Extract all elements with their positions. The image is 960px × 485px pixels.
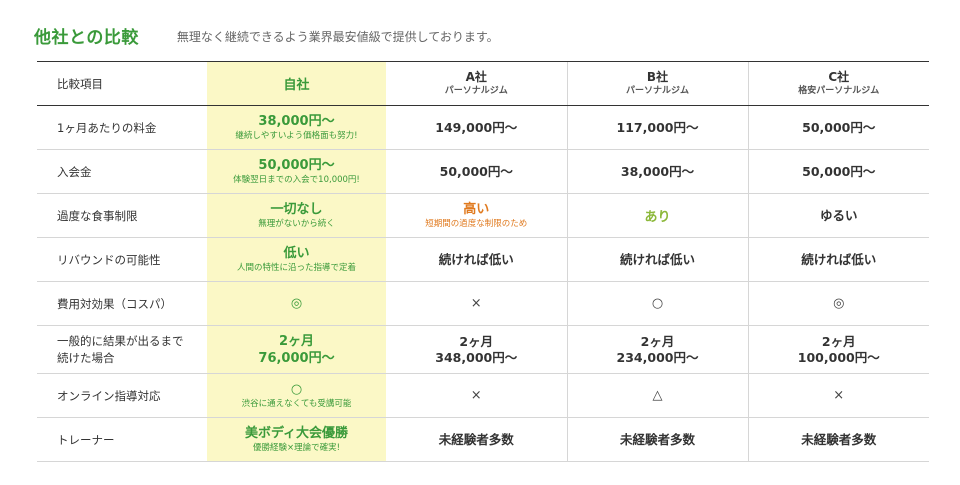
company-c-cell: 2ヶ月 100,000円〜 <box>747 325 929 374</box>
row-label: オンライン指導対応 <box>37 373 207 418</box>
company-a-name: A社 <box>465 70 487 84</box>
company-a-duration: 2ヶ月 <box>459 333 494 349</box>
own-cell: 38,000円〜 継続しやすいよう価格面も努力! <box>207 105 386 150</box>
own-cell: 美ボディ大会優勝 優勝経験×理論で確実! <box>207 417 386 462</box>
own-note: 無理がないから続く <box>258 219 335 229</box>
table-row-monthly-fee: 1ヶ月あたりの料金 38,000円〜 継続しやすいよう価格面も努力! 149,0… <box>37 105 929 150</box>
row-label: 1ヶ月あたりの料金 <box>37 105 207 150</box>
section-subtitle: 無理なく継続できるよう業界最安値級で提供しております。 <box>176 29 499 44</box>
row-label: 過度な食事制限 <box>37 193 207 238</box>
row-label: 入会金 <box>37 149 207 194</box>
company-b-cell: 117,000円〜 <box>566 105 748 150</box>
own-cell: 2ヶ月 76,000円〜 <box>207 325 386 374</box>
company-a-cell: × <box>386 373 567 418</box>
company-c-cell: ◎ <box>747 281 929 326</box>
table-row-cost-performance: 費用対効果（コスパ） ◎ × ○ ◎ <box>37 281 929 326</box>
company-a-cell: × <box>386 281 567 326</box>
company-c-cell: ゆるい <box>747 193 929 238</box>
company-a-cell: 149,000円〜 <box>386 105 567 150</box>
company-c-total: 100,000円〜 <box>797 349 880 365</box>
company-a-cell: 50,000円〜 <box>386 149 567 194</box>
table-row-trainer: トレーナー 美ボディ大会優勝 優勝経験×理論で確実! 未経験者多数 未経験者多数… <box>37 417 929 462</box>
company-b-cell: 38,000円〜 <box>566 149 748 194</box>
company-c-cell: 50,000円〜 <box>747 105 929 150</box>
company-b-cell: 続ければ低い <box>566 237 748 282</box>
row-label: リバウンドの可能性 <box>37 237 207 282</box>
company-a-type: パーソナルジム <box>444 86 508 96</box>
table-row-online-support: オンライン指導対応 ○ 渋谷に通えなくても受講可能 × △ × <box>37 373 929 418</box>
own-value: 美ボディ大会優勝 <box>244 426 349 441</box>
section-header: 他社との比較 無理なく継続できるよう業界最安値級で提供しております。 <box>34 20 499 50</box>
company-b-cell: △ <box>566 373 748 418</box>
table-row-total-cost: 一般的に結果が出るまで 続けた場合 2ヶ月 76,000円〜 2ヶ月 348,0… <box>37 325 929 374</box>
header-company-a: A社 パーソナルジム <box>386 61 567 106</box>
own-value: 38,000円〜 <box>258 114 335 129</box>
own-duration: 2ヶ月 <box>278 333 315 349</box>
company-a-cell: 未経験者多数 <box>386 417 567 462</box>
company-a-cell: 続ければ低い <box>386 237 567 282</box>
company-c-cell: 続ければ低い <box>747 237 929 282</box>
company-a-cell: 高い 短期間の過度な制限のため <box>386 193 567 238</box>
row-label-line1: 一般的に結果が出るまで <box>57 333 184 348</box>
company-b-total: 234,000円〜 <box>616 349 699 365</box>
header-own-company: 自社 <box>207 61 386 106</box>
company-a-cell: 2ヶ月 348,000円〜 <box>386 325 567 374</box>
comparison-table: 比較項目 自社 A社 パーソナルジム B社 パーソナルジム C社 格安パーソナル… <box>37 61 929 462</box>
company-c-cell: × <box>747 373 929 418</box>
own-value: 低い <box>283 246 310 261</box>
own-value: 一切なし <box>270 202 323 217</box>
own-note: 継続しやすいよう価格面も努力! <box>235 131 358 141</box>
own-note: 人間の特性に沿った指導で定着 <box>236 263 356 273</box>
own-value: 50,000円〜 <box>258 158 335 173</box>
own-value: ○ <box>290 382 303 397</box>
company-b-cell: 2ヶ月 234,000円〜 <box>566 325 748 374</box>
own-cell: 一切なし 無理がないから続く <box>207 193 386 238</box>
own-cell: ◎ <box>207 281 386 326</box>
own-cell: 50,000円〜 体験翌日までの入会で10,000円! <box>207 149 386 194</box>
company-c-cell: 50,000円〜 <box>747 149 929 194</box>
company-b-name: B社 <box>646 70 669 84</box>
own-note: 体験翌日までの入会で10,000円! <box>233 175 360 185</box>
row-label: トレーナー <box>37 417 207 462</box>
company-a-note: 短期間の過度な制限のため <box>425 219 528 229</box>
company-b-type: パーソナルジム <box>625 86 689 96</box>
header-company-b: B社 パーソナルジム <box>566 61 748 106</box>
row-label: 一般的に結果が出るまで 続けた場合 <box>37 325 207 374</box>
table-row-enrollment-fee: 入会金 50,000円〜 体験翌日までの入会で10,000円! 50,000円〜… <box>37 149 929 194</box>
own-cell: ○ 渋谷に通えなくても受講可能 <box>207 373 386 418</box>
header-label: 比較項目 <box>37 61 207 106</box>
company-c-type: 格安パーソナルジム <box>798 86 880 96</box>
company-b-cell: ○ <box>566 281 748 326</box>
row-label-line2: 続けた場合 <box>57 350 115 365</box>
table-row-diet-restriction: 過度な食事制限 一切なし 無理がないから続く 高い 短期間の過度な制限のため あ… <box>37 193 929 238</box>
table-row-rebound: リバウンドの可能性 低い 人間の特性に沿った指導で定着 続ければ低い 続ければ低… <box>37 237 929 282</box>
company-b-duration: 2ヶ月 <box>640 333 675 349</box>
own-note: 優勝経験×理論で確実! <box>252 443 341 453</box>
section-title: 他社との比較 <box>34 27 139 48</box>
own-note: 渋谷に通えなくても受講可能 <box>241 399 352 409</box>
company-c-name: C社 <box>828 70 850 84</box>
company-a-total: 348,000円〜 <box>435 349 518 365</box>
company-b-cell: あり <box>566 193 748 238</box>
company-b-cell: 未経験者多数 <box>566 417 748 462</box>
header-company-c: C社 格安パーソナルジム <box>747 61 929 106</box>
company-c-duration: 2ヶ月 <box>821 333 856 349</box>
company-c-cell: 未経験者多数 <box>747 417 929 462</box>
table-header-row: 比較項目 自社 A社 パーソナルジム B社 パーソナルジム C社 格安パーソナル… <box>37 61 929 106</box>
row-label: 費用対効果（コスパ） <box>37 281 207 326</box>
own-cell: 低い 人間の特性に沿った指導で定着 <box>207 237 386 282</box>
own-company-name: 自社 <box>283 78 310 93</box>
own-total: 76,000円〜 <box>258 350 335 366</box>
company-a-value: 高い <box>463 202 490 217</box>
